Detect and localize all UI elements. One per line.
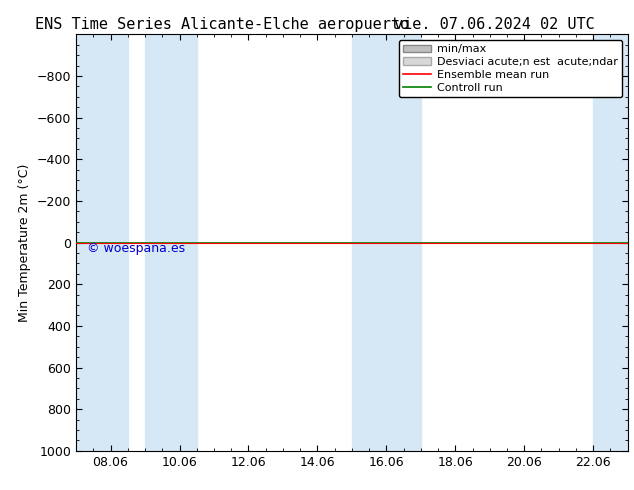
Bar — [352, 34, 421, 451]
Y-axis label: Min Temperature 2m (°C): Min Temperature 2m (°C) — [18, 163, 31, 322]
Text: ENS Time Series Alicante-Elche aeropuerto: ENS Time Series Alicante-Elche aeropuert… — [35, 17, 409, 32]
Text: vie. 07.06.2024 02 UTC: vie. 07.06.2024 02 UTC — [394, 17, 595, 32]
Text: © woespana.es: © woespana.es — [87, 242, 185, 255]
Bar — [145, 34, 197, 451]
Bar — [593, 34, 628, 451]
Legend: min/max, Desviaci acute;n est  acute;ndar, Ensemble mean run, Controll run: min/max, Desviaci acute;n est acute;ndar… — [399, 40, 622, 97]
Bar — [76, 34, 128, 451]
